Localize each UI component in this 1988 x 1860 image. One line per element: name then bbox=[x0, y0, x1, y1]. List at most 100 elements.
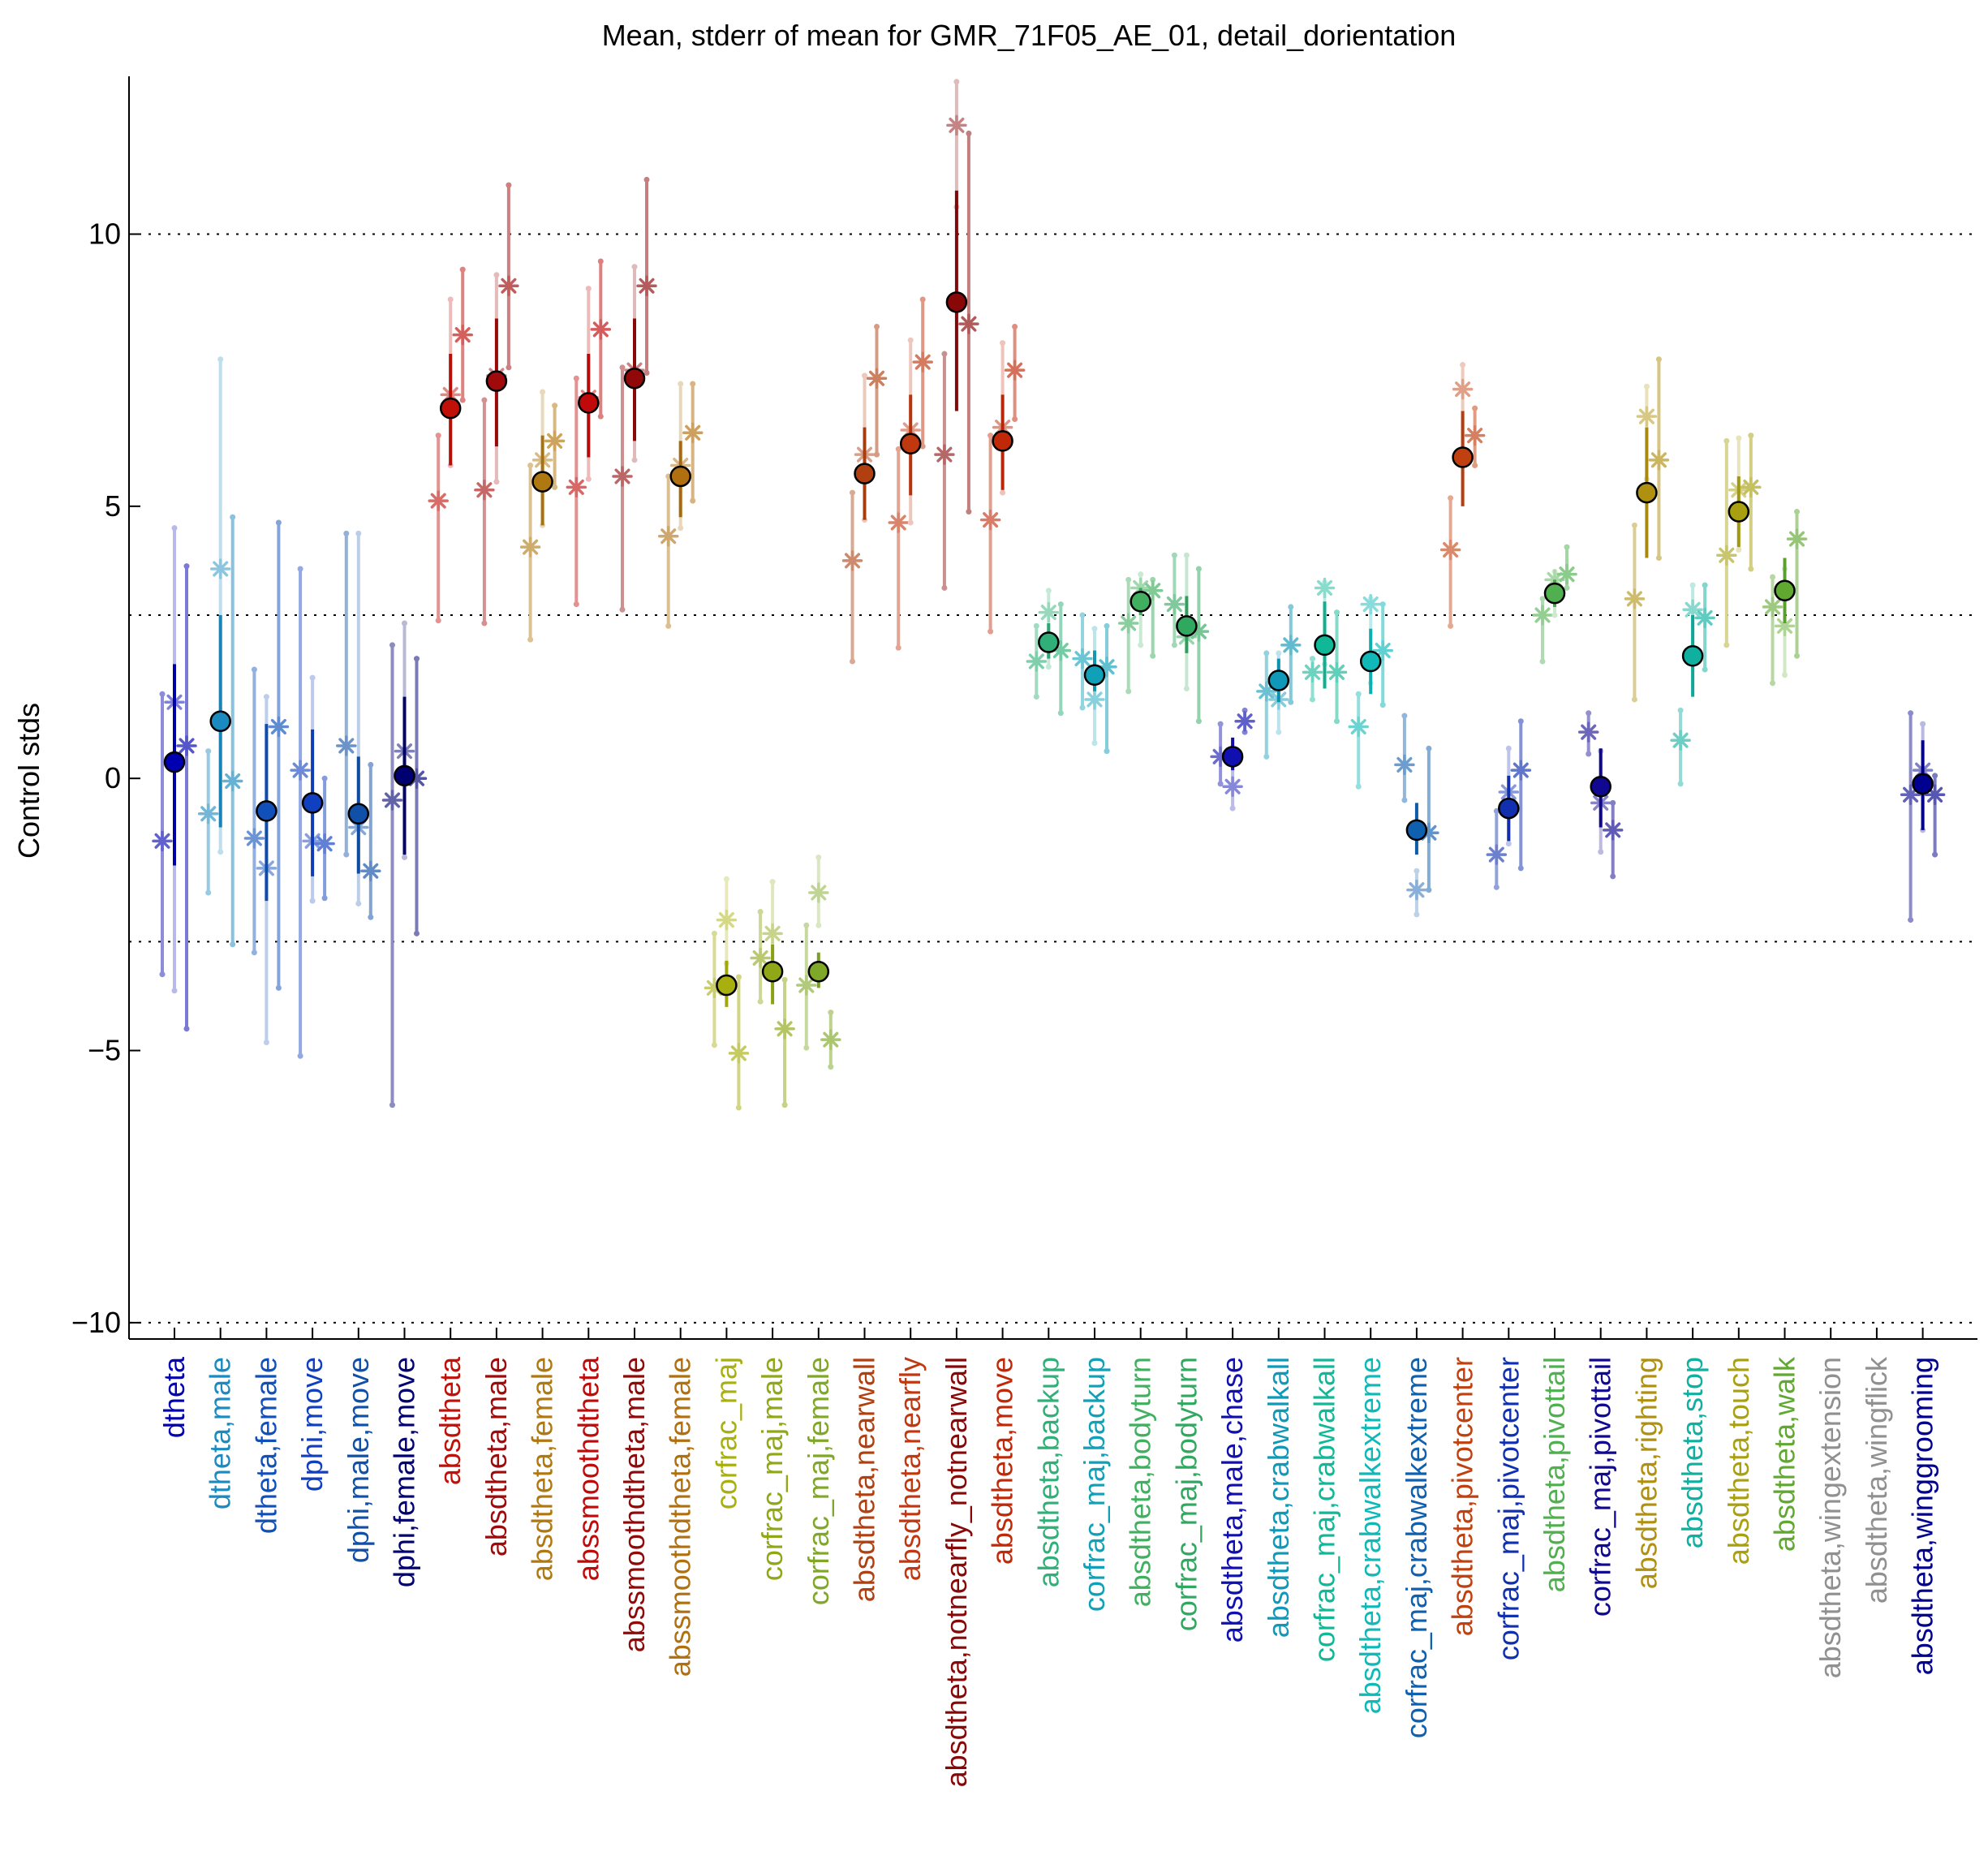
star-stroke bbox=[1685, 601, 1701, 618]
y-tick-label: 0 bbox=[105, 761, 121, 794]
error-cap bbox=[1770, 680, 1775, 687]
star-stroke bbox=[1650, 452, 1667, 468]
error-cap bbox=[263, 694, 269, 700]
data-point-star bbox=[774, 1018, 795, 1040]
error-cap bbox=[711, 930, 717, 936]
data-point-mean bbox=[854, 463, 876, 484]
data-point-mean bbox=[163, 751, 186, 773]
x-tick-label: corfrac_maj,crabwalkextreme bbox=[1400, 1357, 1433, 1738]
data-point-star bbox=[428, 490, 449, 511]
star-stroke bbox=[1007, 362, 1023, 378]
error-cap bbox=[597, 413, 604, 420]
data-point-star bbox=[209, 558, 231, 579]
data-point-star bbox=[1577, 721, 1599, 743]
error-cap bbox=[183, 1026, 190, 1032]
x-tick-label: corfrac_maj,pivottail bbox=[1584, 1357, 1617, 1617]
star-stroke bbox=[777, 1021, 793, 1037]
data-point-star bbox=[682, 422, 704, 444]
error-cap bbox=[690, 381, 696, 387]
error-cap bbox=[1539, 658, 1546, 665]
star-stroke bbox=[983, 512, 999, 528]
error-cap bbox=[171, 988, 178, 994]
error-cap bbox=[769, 879, 776, 885]
star-stroke bbox=[1488, 846, 1504, 863]
error-cap bbox=[1183, 552, 1190, 558]
star-stroke bbox=[1764, 599, 1781, 615]
error-cap bbox=[643, 370, 650, 377]
data-point-mean bbox=[256, 800, 278, 822]
error-cap bbox=[1598, 849, 1604, 855]
star-stroke bbox=[1237, 713, 1253, 730]
star-stroke bbox=[384, 792, 401, 808]
star-stroke bbox=[1697, 609, 1713, 626]
error-cap bbox=[1655, 356, 1662, 363]
error-cap bbox=[1505, 841, 1512, 847]
data-point-mean bbox=[1912, 773, 1934, 795]
x-tick-label: absdtheta,notnearfly_notnearwall bbox=[940, 1357, 973, 1787]
error-cap bbox=[1104, 622, 1110, 629]
error-cap bbox=[459, 397, 466, 403]
data-point-mean bbox=[301, 792, 324, 814]
error-cap bbox=[781, 1102, 788, 1109]
data-point-mean bbox=[899, 433, 922, 454]
error-cap bbox=[585, 286, 592, 292]
data-point-star bbox=[1038, 601, 1060, 623]
error-cap bbox=[355, 900, 362, 906]
error-cap bbox=[803, 922, 810, 928]
error-cap bbox=[1426, 887, 1432, 893]
data-point-star bbox=[934, 444, 955, 465]
data-point-mean bbox=[347, 803, 370, 825]
axes bbox=[128, 76, 1977, 1340]
error-cap bbox=[205, 748, 212, 755]
data-point-mean bbox=[1359, 650, 1382, 673]
data-point-mean bbox=[1636, 481, 1658, 504]
data-point-mean bbox=[669, 465, 691, 488]
x-tick-label: absdtheta,wingflick bbox=[1860, 1356, 1893, 1604]
error-cap bbox=[874, 324, 880, 330]
x-tick-label: absdtheta,backup bbox=[1031, 1357, 1065, 1587]
error-cap bbox=[297, 566, 303, 572]
data-point-star bbox=[1256, 681, 1277, 702]
error-cap bbox=[665, 622, 672, 629]
error-cap bbox=[1012, 416, 1018, 423]
star-stroke bbox=[1350, 718, 1366, 735]
error-cap bbox=[665, 473, 672, 480]
error-cap bbox=[1551, 612, 1558, 618]
data-point-star bbox=[290, 760, 311, 781]
x-tick-label: dtheta,male bbox=[204, 1357, 237, 1509]
y-axis-label: Control stds bbox=[12, 703, 45, 859]
data-point-star bbox=[1348, 716, 1369, 738]
error-cap bbox=[1736, 435, 1742, 441]
error-cap bbox=[895, 446, 901, 452]
data-point-star bbox=[1556, 563, 1577, 585]
data-point-star bbox=[612, 466, 633, 487]
error-cap bbox=[850, 489, 855, 496]
error-cap bbox=[1677, 781, 1684, 787]
error-cap bbox=[1288, 604, 1294, 610]
star-stroke bbox=[501, 278, 517, 294]
y-tick-label: −10 bbox=[71, 1306, 121, 1339]
error-cap bbox=[402, 620, 407, 626]
star-stroke bbox=[1283, 637, 1299, 653]
error-cap bbox=[678, 525, 684, 532]
error-cap bbox=[1000, 340, 1006, 347]
data-point-star bbox=[1486, 844, 1508, 865]
error-cap bbox=[1091, 626, 1098, 632]
star-stroke bbox=[1304, 664, 1321, 680]
error-cap bbox=[1472, 405, 1478, 411]
x-tick-label: absdtheta,pivotcenter bbox=[1446, 1357, 1479, 1636]
error-cap bbox=[309, 674, 316, 681]
star-stroke bbox=[1040, 605, 1056, 621]
data-point-star bbox=[360, 860, 381, 881]
error-cap bbox=[1770, 574, 1775, 580]
error-cap bbox=[1263, 753, 1270, 760]
data-point-star bbox=[381, 790, 403, 811]
error-cap bbox=[1610, 799, 1616, 806]
data-point-star bbox=[243, 828, 265, 849]
error-cap bbox=[1493, 807, 1500, 814]
data-point-star bbox=[728, 1043, 750, 1064]
star-stroke bbox=[1467, 428, 1483, 444]
star-stroke bbox=[1605, 822, 1621, 838]
error-cap bbox=[1748, 566, 1754, 572]
error-cap bbox=[1460, 361, 1466, 368]
